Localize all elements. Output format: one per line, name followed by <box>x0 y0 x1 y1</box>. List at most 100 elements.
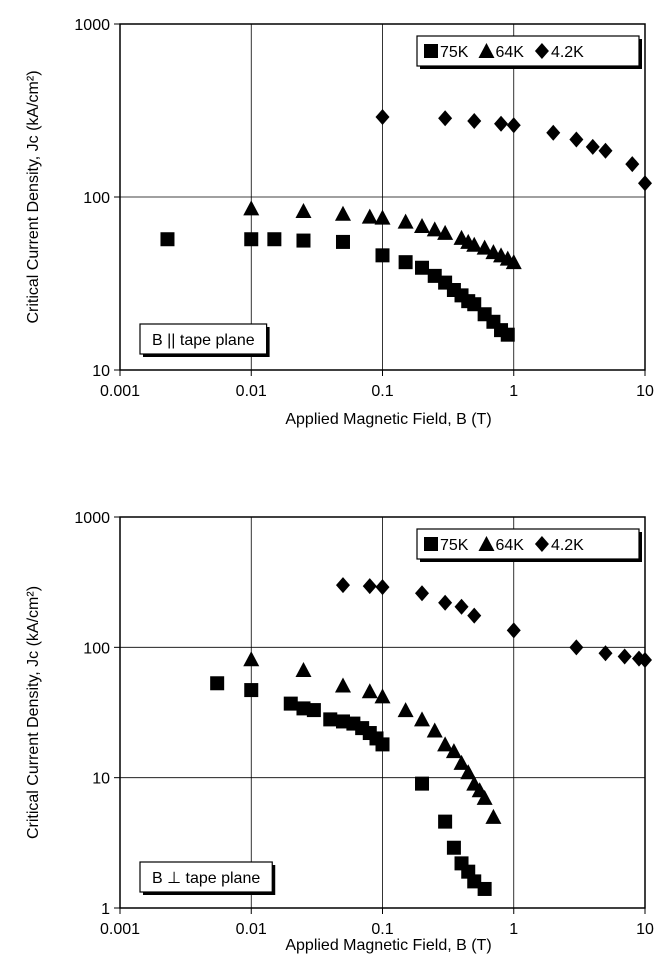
data-point-square <box>375 248 390 263</box>
data-point-square <box>210 676 225 691</box>
x-tick-label: 0.001 <box>100 921 140 938</box>
data-point-square <box>267 232 282 247</box>
data-point-square <box>398 255 413 270</box>
data-point-triangle <box>397 213 414 229</box>
series-4.2K <box>375 109 652 192</box>
y-tick-label: 1 <box>101 901 110 918</box>
data-point-diamond <box>415 585 430 602</box>
data-point-triangle <box>445 743 462 759</box>
y-axis-label: Critical Current Density, Jc (kA/cm²) <box>25 586 42 839</box>
legend-marker-diamond <box>534 43 549 59</box>
x-tick-label: 0.1 <box>371 383 393 400</box>
chart-panel-1: 0.001 0.01 0.1 1 10 10 100 1000 Applied Magnetic… <box>25 17 654 428</box>
x-tick-label: 0.001 <box>100 383 140 400</box>
annotation-box: B || tape plane <box>139 323 270 357</box>
series-64K <box>243 651 502 824</box>
data-point-diamond <box>585 138 600 155</box>
data-point-diamond <box>467 112 482 129</box>
series-64K <box>243 200 522 270</box>
data-point-triangle <box>374 688 391 704</box>
data-point-diamond <box>569 639 584 656</box>
data-point-diamond <box>638 651 652 668</box>
data-point-triangle <box>361 208 378 224</box>
y-tick-label: 100 <box>83 190 110 207</box>
y-tick-label: 10 <box>92 771 110 788</box>
data-point-triangle <box>295 202 312 218</box>
legend-marker-triangle <box>478 536 495 551</box>
annotation-text: B ⊥ tape plane <box>152 870 260 887</box>
data-point-diamond <box>506 117 521 134</box>
data-point-diamond <box>438 594 453 611</box>
data-point-triangle <box>295 662 312 678</box>
y-axis-label: Critical Current Density, Jc (kA/cm²) <box>25 70 42 323</box>
x-axis-label: Applied Magnetic Field, B (T) <box>285 411 491 428</box>
data-point-triangle <box>460 764 477 780</box>
y-tick-label: 100 <box>83 640 110 657</box>
data-point-diamond <box>362 578 377 595</box>
y-tick-label: 1000 <box>74 510 110 527</box>
annotation-frame <box>139 323 268 355</box>
data-point-diamond <box>375 109 390 126</box>
data-point-triangle <box>476 789 493 805</box>
data-point-triangle <box>485 808 502 824</box>
data-point-square <box>160 232 175 247</box>
y-tick-label: 10 <box>92 363 110 380</box>
data-point-diamond <box>438 110 453 127</box>
data-point-square <box>244 232 259 247</box>
legend-box <box>416 528 640 560</box>
annotation-frame <box>139 861 273 893</box>
x-tick-label: 0.01 <box>236 921 267 938</box>
legend: 75K 64K 4.2K <box>416 35 642 69</box>
data-point-square <box>500 327 515 342</box>
series-75K <box>210 676 492 896</box>
x-axis-label: Applied Magnetic Field, B (T) <box>285 937 491 954</box>
data-point-triangle <box>361 683 378 699</box>
legend-label: 75K <box>440 537 469 554</box>
data-point-triangle <box>334 677 351 693</box>
data-point-diamond <box>494 115 509 132</box>
series-75K <box>160 232 515 342</box>
annotation-text: B || tape plane <box>152 332 255 349</box>
legend-label: 64K <box>495 44 524 61</box>
legend-label: 64K <box>495 537 524 554</box>
x-tick-label: 10 <box>636 921 654 938</box>
data-point-triangle <box>453 754 470 770</box>
data-point-square <box>323 712 338 727</box>
y-tick-label: 1000 <box>74 17 110 34</box>
data-point-triangle <box>414 217 431 233</box>
data-point-square <box>335 234 350 249</box>
x-tick-label: 0.1 <box>371 921 393 938</box>
data-point-triangle <box>505 254 522 270</box>
data-point-diamond <box>375 579 390 596</box>
data-point-diamond <box>454 598 469 615</box>
data-point-triangle <box>243 200 260 216</box>
data-point-diamond <box>625 156 640 173</box>
data-point-square <box>244 683 259 698</box>
data-point-diamond <box>638 175 652 192</box>
annotation-box: B ⊥ tape plane <box>139 861 276 895</box>
data-point-diamond <box>506 622 521 639</box>
data-point-square <box>477 881 492 896</box>
legend-marker-triangle <box>478 43 495 58</box>
data-point-diamond <box>598 142 613 159</box>
data-point-diamond <box>467 607 482 624</box>
legend-box <box>416 35 640 67</box>
data-point-square <box>415 776 430 791</box>
data-point-triangle <box>437 224 454 240</box>
legend-marker-diamond <box>534 536 549 552</box>
legend-marker-square <box>424 537 438 551</box>
series-4.2K <box>335 577 652 668</box>
data-point-diamond <box>617 648 632 665</box>
data-point-triangle <box>374 209 391 225</box>
data-point-square <box>296 233 311 248</box>
chart-panel-2: 0.001 0.01 0.1 1 10 1 10 100 1000 Applied Magneti… <box>25 510 654 954</box>
x-tick-label: 1 <box>509 921 518 938</box>
data-point-diamond <box>546 124 561 141</box>
x-tick-label: 1 <box>509 383 518 400</box>
data-point-diamond <box>569 131 584 148</box>
data-point-triangle <box>397 702 414 718</box>
data-point-triangle <box>414 711 431 727</box>
data-point-square <box>438 814 453 829</box>
data-point-diamond <box>335 577 350 594</box>
legend: 75K 64K 4.2K <box>416 528 642 562</box>
